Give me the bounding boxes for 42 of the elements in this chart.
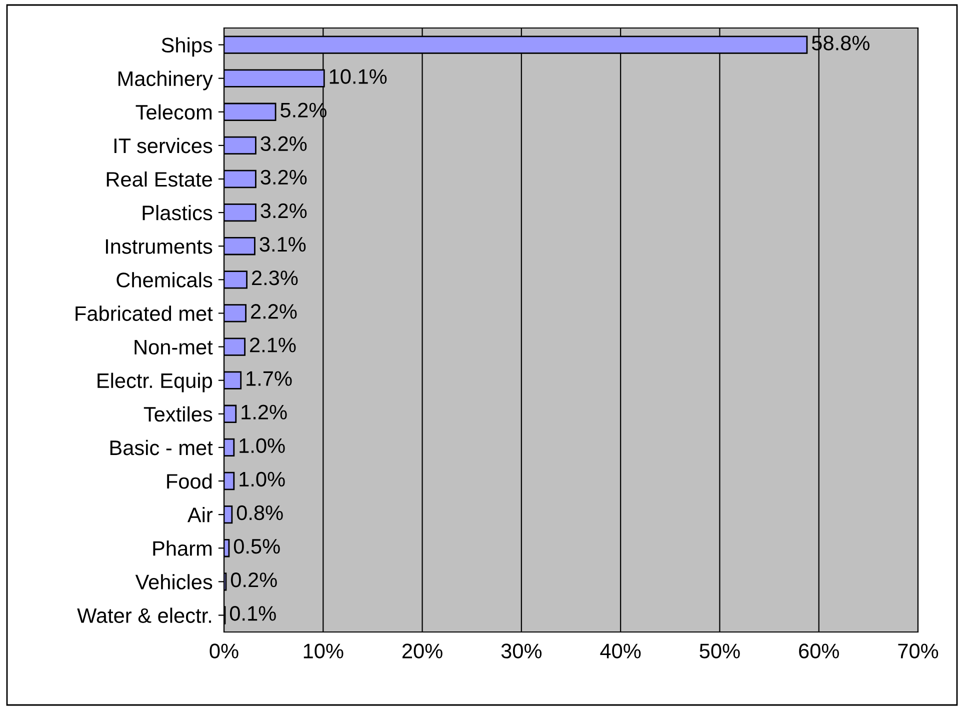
x-tick-label: 60% — [799, 644, 839, 658]
data-label: 1.2% — [242, 404, 287, 420]
data-label: 3.2% — [260, 203, 307, 218]
y-tick-label: Telecom — [136, 104, 212, 120]
y-tick-label: Instruments — [106, 239, 212, 254]
x-tick-label: 30% — [501, 644, 542, 658]
x-tick-label: 10% — [304, 644, 344, 658]
y-tick-label: Food — [167, 473, 212, 489]
x-tick-label: 40% — [600, 644, 641, 658]
y-tick-label: Textiles — [144, 406, 212, 422]
data-label: 10.1% — [330, 69, 387, 84]
data-label: 0.2% — [230, 572, 277, 588]
data-label: 3.1% — [260, 236, 306, 252]
y-tick-label: Fabricated met — [76, 306, 213, 321]
y-tick-label: Basic - met — [110, 440, 213, 456]
x-tick-label: 0% — [210, 644, 238, 658]
data-label: 1.0% — [240, 438, 285, 454]
data-label: 2.2% — [251, 304, 297, 319]
y-tick-label: IT services — [114, 138, 212, 154]
y-tick-label: Vehicles — [135, 574, 212, 590]
y-tick-label: Non-met — [134, 340, 213, 355]
y-tick-label: Electr. Equip — [98, 372, 212, 392]
data-label: 3.2% — [260, 170, 307, 185]
y-tick-label: Chemicals — [116, 272, 212, 288]
y-tick-label: Plastics — [142, 205, 212, 220]
data-label: 1.0% — [240, 472, 285, 487]
y-tick-label: Machinery — [118, 70, 213, 90]
x-tick-label: 70% — [898, 644, 938, 658]
data-label: 1.7% — [246, 371, 292, 386]
data-label: 0.5% — [234, 538, 280, 554]
x-tick-label: 50% — [700, 644, 740, 658]
x-tick-label: 20% — [402, 644, 442, 658]
data-label: 3.2% — [260, 136, 307, 152]
y-tick-label: Real Estate — [106, 171, 212, 187]
data-label: 0.1% — [230, 606, 276, 621]
y-tick-label: Water & electr. — [77, 608, 211, 623]
data-label: 2.3% — [252, 270, 298, 286]
y-tick-label: Air — [187, 507, 213, 522]
y-tick-label: Pharm — [153, 540, 212, 556]
y-tick-label: Ships — [162, 37, 212, 57]
data-label: 0.8% — [236, 505, 283, 520]
data-label: 2.1% — [250, 338, 296, 352]
